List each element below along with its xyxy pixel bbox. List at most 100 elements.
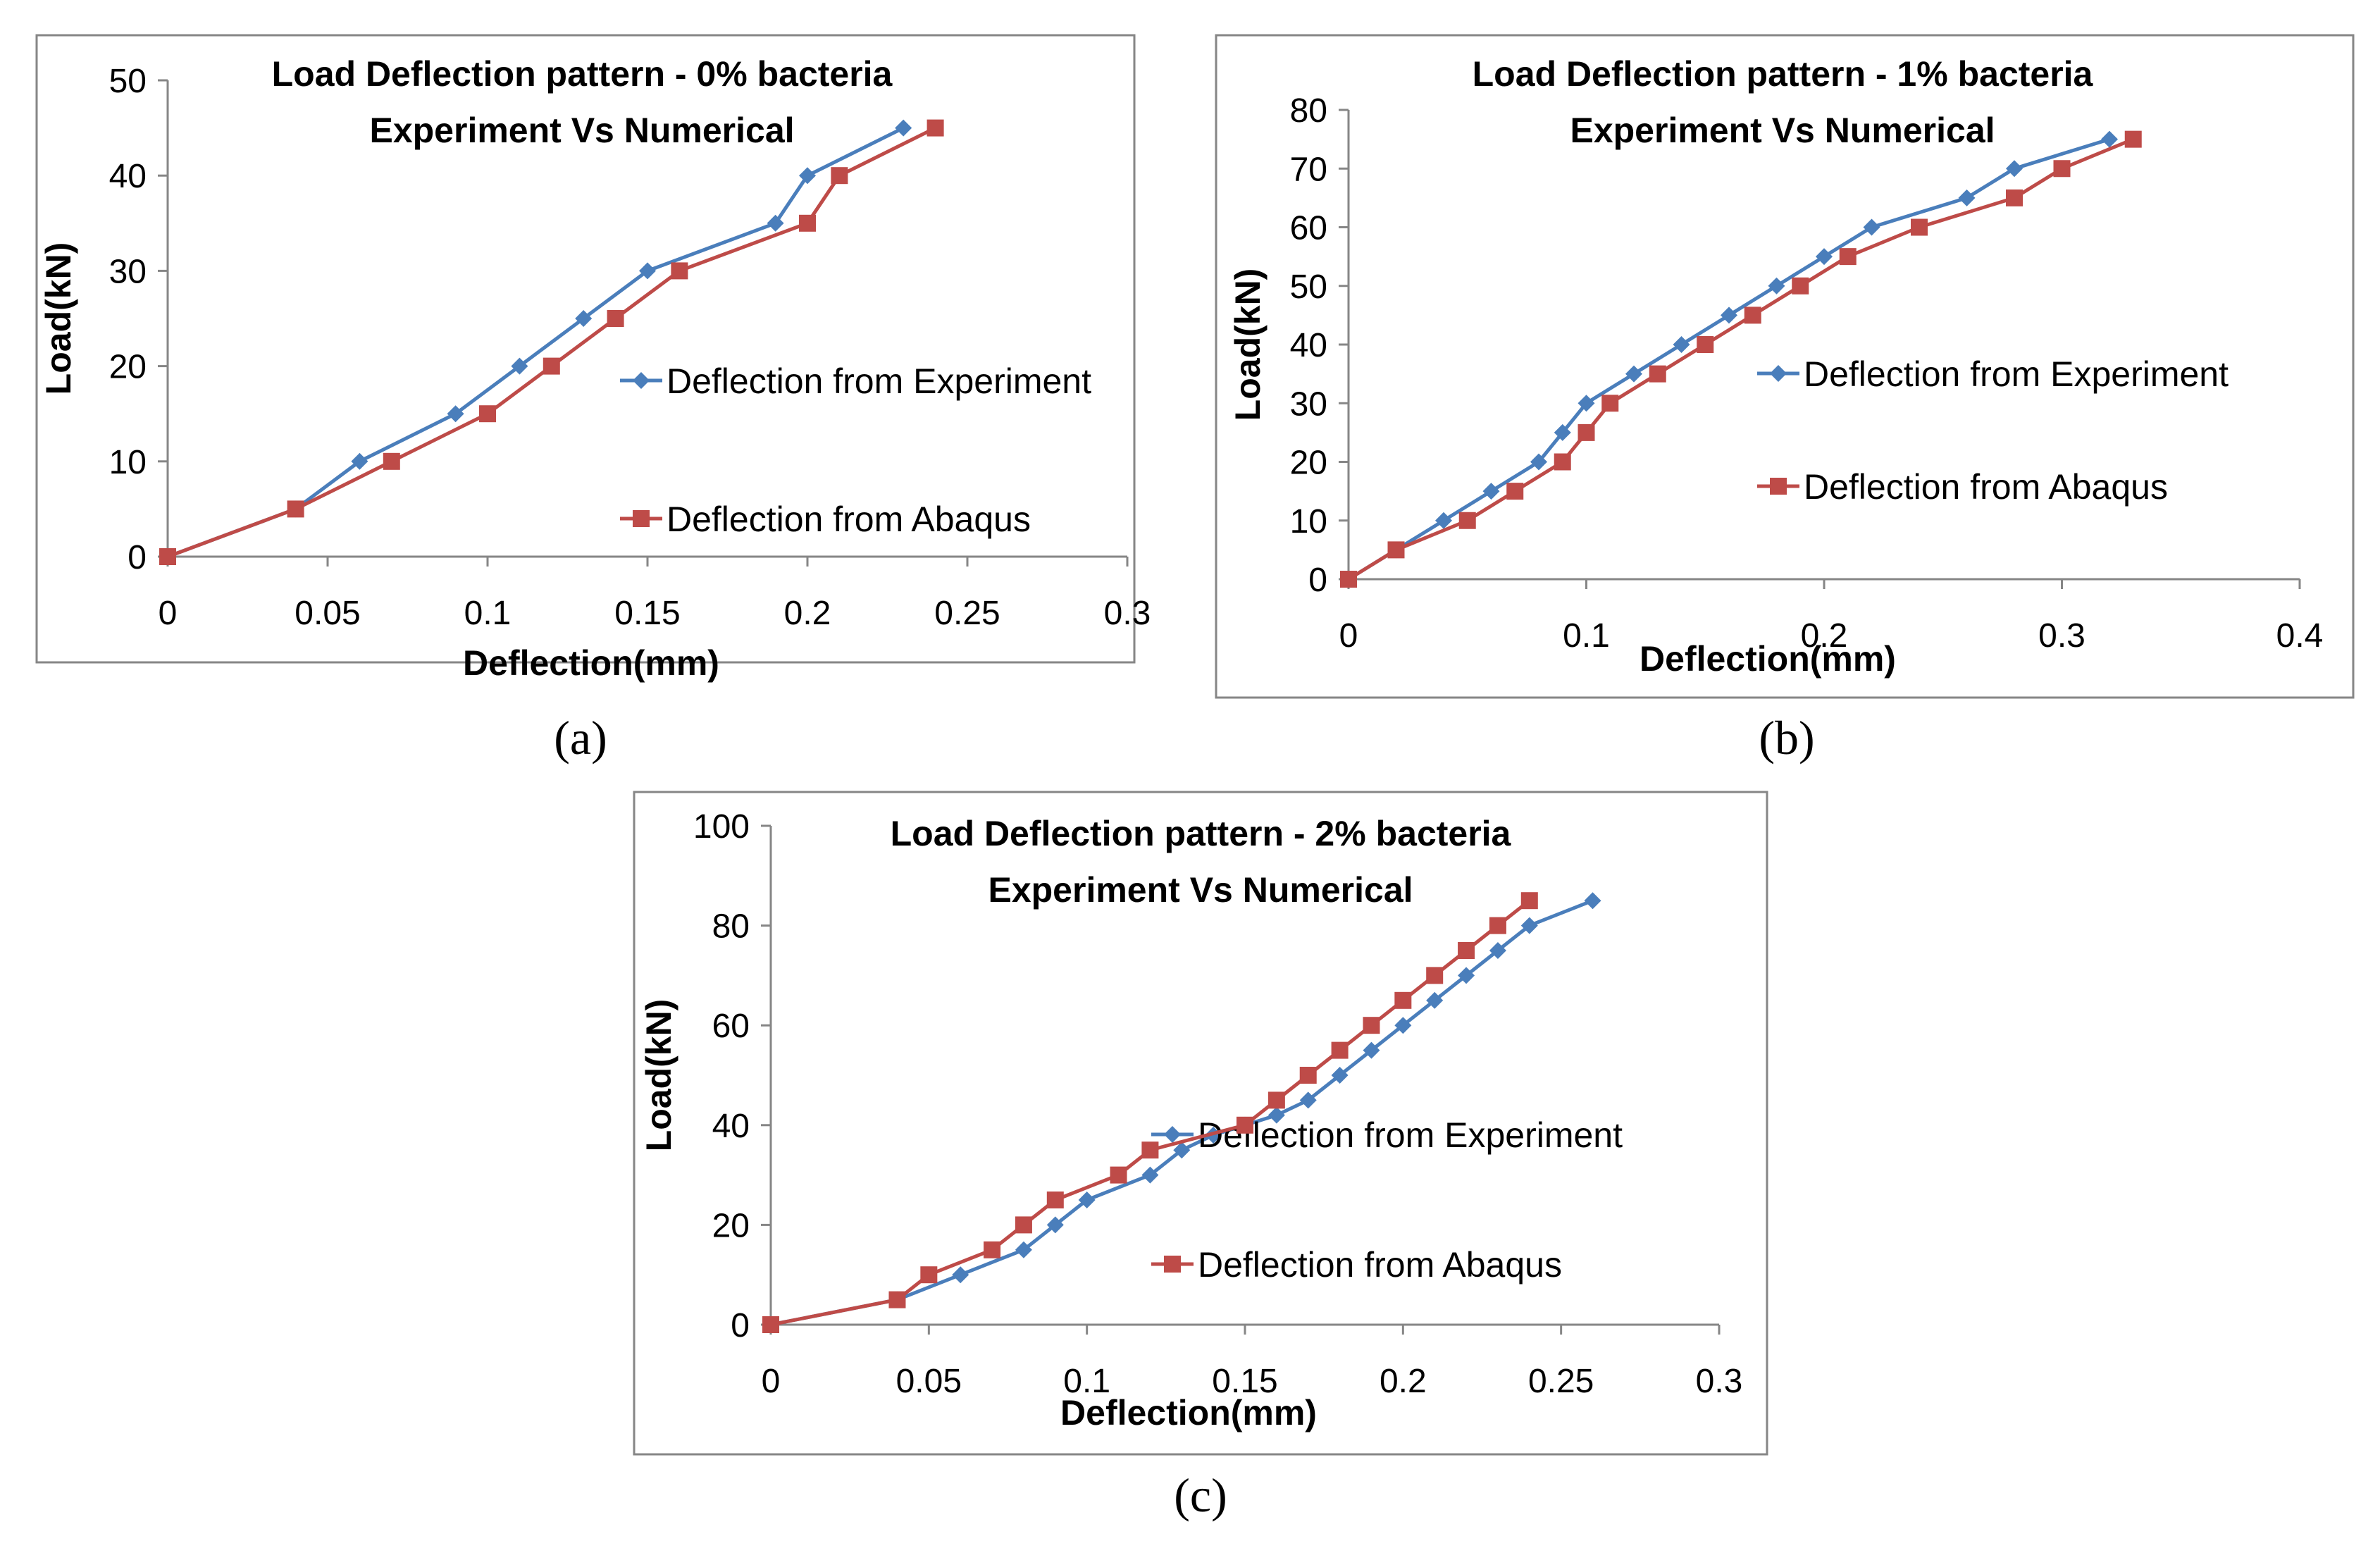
experiment-data-point	[1363, 1041, 1380, 1059]
abaqus-data-point	[1141, 1141, 1159, 1159]
experiment-data-point	[1958, 189, 1976, 206]
experiment-data-point	[1331, 1067, 1349, 1084]
y-tick-label: 60	[1290, 210, 1327, 247]
abaqus-data-point	[1578, 423, 1595, 441]
abaqus-data-point	[1340, 571, 1357, 588]
abaqus-data-point	[671, 262, 688, 280]
experiment-data-point	[1426, 991, 1444, 1009]
abaqus-data-point	[1363, 1017, 1380, 1034]
experiment-data-point	[1489, 942, 1506, 959]
y-tick-label: 50	[1290, 268, 1327, 306]
experiment-data-point	[1435, 512, 1452, 529]
abaqus-data-point	[1046, 1192, 1064, 1208]
experiment-data-point	[1554, 423, 1571, 441]
experiment-series-line	[770, 898, 1594, 1327]
chart-panel-c: 0 20 40 60 80 100 0 0.05 0.1 0.15 0.2 0.25 0.3 Load D…	[633, 791, 1768, 1456]
y-tick-label: 0	[1308, 562, 1327, 599]
legend-label: Deflection from Experiment	[1198, 1115, 1623, 1155]
legend-experiment: Deflection from Experiment	[1757, 354, 2229, 394]
chart-frame	[1215, 34, 2355, 699]
legend-label: Deflection from Abaqus	[1804, 467, 2168, 507]
experiment-data-point	[1458, 967, 1475, 984]
experiment-data-point	[1268, 1106, 1285, 1124]
legend-marker-square	[633, 510, 650, 527]
abaqus-data-point	[1489, 917, 1506, 934]
abaqus-data-point	[1601, 395, 1619, 412]
x-tick-label: 0.4	[2276, 617, 2324, 655]
panel-caption: (a)	[554, 711, 607, 765]
abaqus-data-point	[831, 167, 848, 185]
y-axis-title: Load(kN)	[39, 242, 78, 395]
experiment-series-line	[1347, 137, 2110, 581]
chart-title-line2: Experiment Vs Numerical	[1570, 111, 1995, 150]
x-tick-label: 0.25	[934, 595, 1000, 632]
experiment-data-point	[511, 357, 528, 375]
abaqus-data-point	[1792, 277, 1809, 295]
experiment-data-point	[1141, 1166, 1159, 1184]
y-tick-label: 10	[109, 444, 147, 481]
x-tick-label: 0.05	[295, 595, 360, 632]
x-tick-label: 0.05	[896, 1363, 962, 1400]
abaqus-data-point	[2006, 189, 2023, 206]
experiment-data-point	[1078, 1192, 1096, 1208]
abaqus-data-point	[1426, 967, 1444, 984]
experiment-data-point	[767, 214, 784, 232]
abaqus-data-point	[607, 310, 624, 327]
y-tick-label: 40	[1290, 327, 1327, 364]
x-tick-label: 0.2	[1801, 617, 1848, 655]
x-tick-label: 0.2	[784, 595, 831, 632]
chart-title-line2: Experiment Vs Numerical	[369, 111, 794, 150]
abaqus-data-point	[799, 214, 816, 232]
x-tick-label: 0.25	[1528, 1363, 1594, 1400]
abaqus-data-point	[1744, 307, 1761, 324]
experiment-data-point	[639, 262, 656, 280]
abaqus-data-point	[1839, 248, 1857, 266]
abaqus-data-point	[920, 1266, 938, 1284]
abaqus-data-point	[888, 1291, 906, 1308]
abaqus-data-point	[1554, 453, 1571, 471]
chart-title-line1: Load Deflection pattern - 1% bacteria	[1473, 54, 2094, 94]
experiment-data-point	[895, 119, 912, 137]
y-tick-label: 70	[1290, 151, 1327, 188]
experiment-data-point	[1015, 1241, 1032, 1258]
experiment-data-point	[1394, 1017, 1412, 1034]
x-tick-label: 0	[1339, 617, 1358, 655]
experiment-data-point	[952, 1266, 969, 1284]
x-axis-title: Deflection(mm)	[463, 643, 719, 683]
legend-abaqus: Deflection from Abaqus	[1151, 1245, 1562, 1285]
y-tick-label: 20	[109, 349, 147, 386]
chart-panel-b: 0 10 20 30 40 50 60 70 80 0 0.1 0.2 0.3 0.4 Load Defle…	[1215, 34, 2355, 699]
legend-abaqus: Deflection from Abaqus	[1757, 467, 2168, 507]
chart-frame	[633, 791, 1768, 1456]
chart-title-line1: Load Deflection pattern - 0% bacteria	[272, 54, 893, 94]
abaqus-data-point	[2053, 160, 2071, 178]
y-tick-label: 20	[712, 1207, 750, 1244]
experiment-data-point	[1578, 395, 1595, 412]
y-tick-label: 100	[693, 808, 750, 846]
experiment-data-point	[1046, 1216, 1064, 1234]
abaqus-data-point	[1458, 942, 1475, 959]
experiment-data-point	[2006, 160, 2023, 178]
abaqus-data-point	[1299, 1067, 1317, 1084]
abaqus-data-point	[1237, 1116, 1253, 1134]
abaqus-data-point	[1015, 1216, 1032, 1234]
abaqus-series-line	[1347, 137, 2134, 581]
experiment-data-point	[1482, 483, 1500, 500]
panel-caption: (b)	[1759, 711, 1814, 765]
y-tick-label: 30	[1290, 385, 1327, 423]
legend-label: Deflection from Experiment	[1804, 354, 2229, 394]
experiment-data-point	[1625, 365, 1642, 383]
x-tick-label: 0	[762, 1363, 781, 1400]
experiment-data-point	[2101, 130, 2118, 148]
y-tick-label: 40	[109, 158, 147, 195]
abaqus-series-line	[167, 126, 936, 559]
x-tick-label: 0.3	[1104, 595, 1151, 632]
legend-experiment: Deflection from Experiment	[620, 361, 1091, 401]
legend-marker-square	[1770, 478, 1787, 495]
abaqus-data-point	[1394, 991, 1412, 1009]
abaqus-data-point	[762, 1316, 779, 1333]
experiment-data-point	[1721, 307, 1737, 324]
abaqus-data-point	[1520, 892, 1538, 910]
y-axis-title: Load(kN)	[639, 999, 678, 1152]
legend-label: Deflection from Experiment	[667, 361, 1091, 401]
